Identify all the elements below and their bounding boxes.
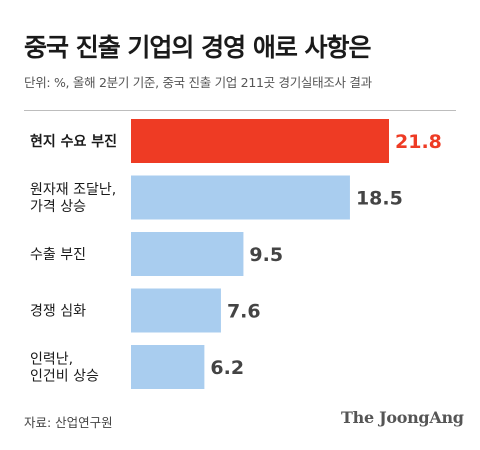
chart-subtitle: 단위: %, 올해 2분기 기준, 중국 진출 기업 211곳 경기실태조사 결… (24, 75, 372, 90)
bar-chart: 현지 수요 부진 21.8 원자재 조달난, 가격 상승 18.5 수출 부진 9.5 경쟁 … (30, 119, 442, 389)
bar-1 (131, 175, 350, 220)
category-label-2: 수출 부진 (30, 247, 86, 263)
bar-0 (131, 119, 389, 163)
value-label-3: 7.6 (227, 301, 261, 323)
category-label-4: 인력난, 인건비 상승 (30, 352, 99, 385)
publisher-logo: The JoongAng (341, 408, 464, 427)
value-label-2: 9.5 (249, 244, 283, 266)
chart-title: 중국 진출 기업의 경영 애로 사항은 (24, 33, 372, 62)
value-label-1: 18.5 (356, 188, 403, 210)
category-label-0: 현지 수요 부진 (30, 133, 117, 150)
bar-4 (131, 345, 205, 389)
category-label-3: 경쟁 심화 (30, 304, 86, 320)
divider (24, 110, 456, 111)
value-label-4: 6.2 (210, 357, 244, 379)
bar-3 (131, 288, 221, 333)
bar-2 (131, 232, 244, 276)
category-label-1: 원자재 조달난, 가격 상승 (30, 182, 116, 215)
source-note: 자료: 산업연구원 (24, 415, 113, 430)
value-label-0: 21.8 (395, 131, 442, 153)
